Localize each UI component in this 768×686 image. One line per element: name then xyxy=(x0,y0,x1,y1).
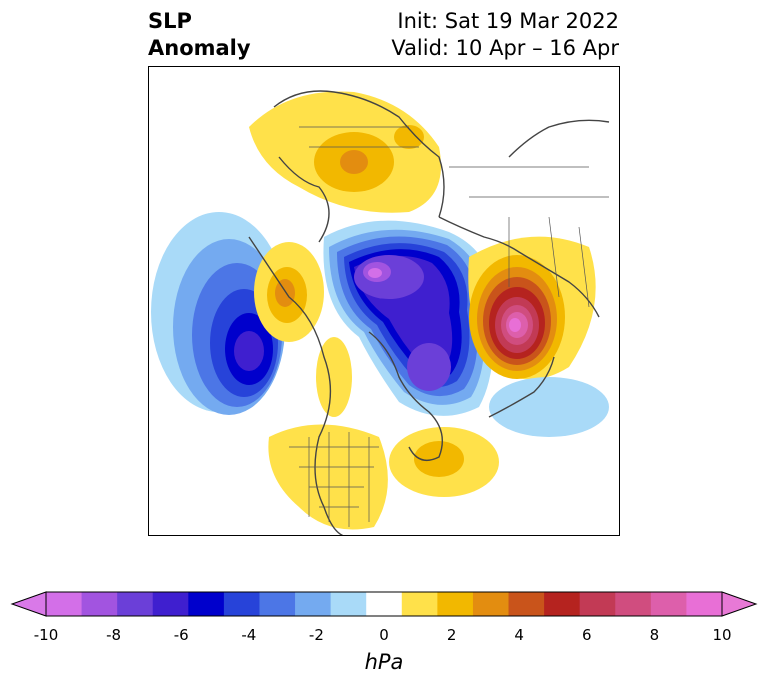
anomaly-map xyxy=(151,90,610,535)
coastlines xyxy=(248,90,610,535)
colorbar-tick-label: -2 xyxy=(308,626,324,644)
east-asia-high xyxy=(249,91,441,213)
atlantic-low xyxy=(489,377,609,437)
borders xyxy=(289,126,609,527)
colorbar-tick-label: 8 xyxy=(649,626,660,644)
colorbar-bin xyxy=(223,592,260,616)
colorbar-bin xyxy=(472,592,510,616)
colorbar-tick-label: -4 xyxy=(241,626,257,644)
colorbar-bin xyxy=(117,592,154,616)
map-panel xyxy=(148,66,620,536)
colorbar-bin xyxy=(81,592,118,616)
colorbar-bin xyxy=(650,592,687,616)
colorbar-tick-label: -8 xyxy=(106,626,122,644)
colorbar-outline xyxy=(45,591,723,617)
colorbar-over-arrow xyxy=(721,591,758,617)
date-info: Init: Sat 19 Mar 2022 Valid: 10 Apr – 16… xyxy=(391,8,619,62)
colorbar-under-arrow xyxy=(10,591,47,617)
colorbar-tick-label: 10 xyxy=(712,626,732,644)
colorbar-tick-label: -6 xyxy=(173,626,189,644)
arctic-low xyxy=(323,220,494,416)
colorbar-bin xyxy=(401,592,438,616)
valid-range: Valid: 10 Apr – 16 Apr xyxy=(391,36,619,60)
colorbar-bin xyxy=(615,592,652,616)
colorbar-bin xyxy=(686,592,723,616)
map-title: SLP Anomaly xyxy=(148,8,251,62)
colorbar-bin xyxy=(579,592,616,616)
colorbar-bin xyxy=(544,592,581,616)
colorbar xyxy=(10,591,758,617)
title-line-2: Anomaly xyxy=(148,36,251,60)
colorbar-bin xyxy=(508,592,545,616)
colorbar-bin xyxy=(366,592,403,616)
colorbar-bin xyxy=(46,592,83,616)
colorbar-bin xyxy=(152,592,189,616)
colorbar-bin xyxy=(259,592,296,616)
colorbar-tick-label: 2 xyxy=(446,626,457,644)
init-date: Init: Sat 19 Mar 2022 xyxy=(397,9,619,33)
colorbar-tick-label: 6 xyxy=(582,626,592,644)
colorbar-bin xyxy=(295,592,332,616)
title-line-1: SLP xyxy=(148,9,192,33)
colorbar-tick-label: 4 xyxy=(514,626,524,644)
europe-high xyxy=(468,236,596,380)
colorbar-bin xyxy=(188,592,225,616)
colorbar-tick-label: 0 xyxy=(379,626,389,644)
colorbar-bin xyxy=(330,592,367,616)
colorbar-bin xyxy=(437,592,474,616)
colorbar-tick-label: -10 xyxy=(33,626,59,644)
atlantic-high xyxy=(389,427,499,497)
us-high xyxy=(268,337,388,530)
colorbar-unit: hPa xyxy=(364,650,404,674)
